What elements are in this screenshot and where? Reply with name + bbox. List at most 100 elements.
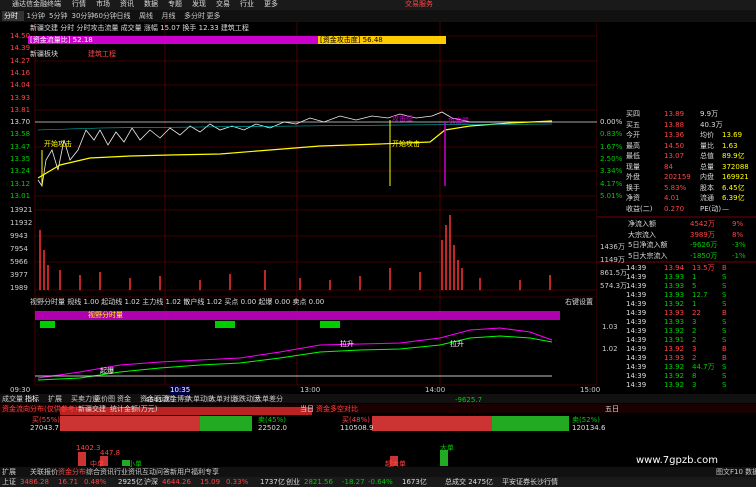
period-tab[interactable]: 1分钟 <box>26 12 45 20</box>
indicator-tab[interactable]: 扩展 <box>48 395 62 403</box>
info-tabs <box>0 467 756 477</box>
trade-button[interactable]: 交易服务 <box>405 0 433 8</box>
trade-field: 13.93 <box>664 291 685 299</box>
indicator-tab[interactable]: 指标 <box>25 395 39 403</box>
label: 当日 <box>300 405 314 413</box>
info-tab[interactable]: 资金分布 <box>58 468 86 476</box>
quote-field: 买五 <box>626 120 640 129</box>
pct-tick: 1.67% <box>600 142 623 151</box>
quote-field: 总量 <box>700 162 714 171</box>
label: 买(48%) <box>342 416 371 424</box>
menu-item[interactable]: 更多 <box>264 0 278 8</box>
period-tab[interactable]: 月线 <box>161 12 176 20</box>
flow-field: 4542万 <box>690 220 715 228</box>
price-tick: 14.27 <box>10 56 31 65</box>
info-tab[interactable]: 扩展 <box>2 468 16 476</box>
flow-field: 5日大宗流入 <box>628 251 668 260</box>
volume-tick: 1989 <box>10 284 28 292</box>
indicator-tab[interactable]: 资金驱动力 <box>140 395 175 403</box>
quote-field: PE(动) <box>700 204 722 213</box>
indicator-tab[interactable]: 资金 <box>117 395 131 403</box>
trade-field: 1 <box>692 300 697 308</box>
f10-button[interactable]: 图文F10 数据 <box>716 468 756 476</box>
indicator-tab[interactable]: 大单动向 <box>186 395 214 403</box>
info-tab[interactable]: 互动问答 <box>142 468 170 476</box>
retail-line <box>37 335 553 381</box>
menu-item[interactable]: 市场 <box>96 0 110 8</box>
price-tick: 14.04 <box>10 81 31 90</box>
quote-field: 169921 <box>722 173 749 181</box>
index-field: 2821.56 <box>304 478 333 486</box>
period-tab[interactable]: 周线 <box>139 12 153 20</box>
label: 新疆交建 <box>78 405 106 413</box>
price-tick: 13.58 <box>10 130 31 139</box>
indicator-tab[interactable]: 大单对比 <box>209 395 237 403</box>
menu-item[interactable]: 专题 <box>168 0 182 8</box>
price-line <box>37 111 552 188</box>
broker: 平安证券长沙行情 <box>502 478 558 486</box>
quote-field: 5.83% <box>664 183 687 192</box>
indicator-tab[interactable]: 涨跌动因 <box>232 395 260 403</box>
quote-field: 6.45亿 <box>722 183 745 192</box>
trade-field: 3 <box>692 318 697 326</box>
flow-field: 8% <box>732 230 744 239</box>
period-tab[interactable]: 分时 <box>4 12 18 20</box>
indicator-tab[interactable]: 买卖力道 <box>71 395 99 403</box>
index-field: 1737亿 <box>260 478 285 486</box>
trade-field: 14:39 <box>626 282 647 290</box>
indicator-tab[interactable]: 竞价图 <box>94 395 115 403</box>
info-tab[interactable]: 关联报价 <box>30 468 58 476</box>
label: 五日 <box>605 405 619 413</box>
info-tab[interactable]: 综合资讯 <box>86 468 114 476</box>
quote-field: 今开 <box>626 131 640 139</box>
trade-field: 13.92 <box>664 363 685 371</box>
trade-field: 14:39 <box>626 381 647 389</box>
time-tick: 15:00 <box>580 386 601 394</box>
indicator-tab[interactable]: 成交量 <box>2 395 23 403</box>
period-tab[interactable]: 30分钟 <box>71 12 95 20</box>
menu-item[interactable]: 行业 <box>240 0 254 8</box>
period-tab[interactable]: 5分钟 <box>49 12 68 20</box>
index-field: 0.33% <box>226 478 249 486</box>
sector-line <box>37 123 553 131</box>
sell-bar <box>492 416 569 431</box>
info-tab[interactable]: 新用户福利专享 <box>170 468 219 476</box>
settings-button[interactable]: 右键设置 <box>565 298 593 306</box>
period-tab[interactable]: 更多 <box>206 12 221 20</box>
quote-field: 372088 <box>722 162 749 171</box>
index-field: 2925亿 <box>118 478 143 486</box>
quote-field: 现量 <box>626 162 640 171</box>
menu-item[interactable]: 数据 <box>144 0 158 8</box>
label: 4541.7 <box>145 396 170 404</box>
pct-tick: 0.83% <box>600 130 623 139</box>
menu-item[interactable]: 交易 <box>216 0 230 8</box>
indicator-tab[interactable]: 资金博弈 <box>163 395 191 403</box>
bar <box>440 450 448 466</box>
sell-bar <box>200 416 252 431</box>
menu-item[interactable]: 资讯 <box>120 0 134 8</box>
period-tab[interactable]: 60分钟 <box>94 12 117 20</box>
info-tab[interactable]: 行业资讯 <box>114 468 142 476</box>
period-tab[interactable]: 多分时 <box>184 12 205 20</box>
period-tab[interactable]: 日线 <box>116 12 131 20</box>
trade-field: 13.94 <box>664 264 685 272</box>
trade-field: B <box>722 264 727 272</box>
quote-field: 13.89 <box>664 110 685 118</box>
trade-field: 14:39 <box>626 327 647 335</box>
flow-header <box>0 404 756 413</box>
indicator-tab[interactable]: 大单差分 <box>255 395 283 403</box>
label: 超大单 <box>385 460 406 468</box>
volume-tick: 3977 <box>10 271 28 279</box>
quote-field: 84 <box>664 162 673 171</box>
menu-item[interactable]: 发现 <box>192 0 206 8</box>
volume-tick: 861.5万 <box>600 269 628 277</box>
menu-item[interactable]: 行情 <box>72 0 86 8</box>
annotation: 攻击壁 <box>448 117 469 125</box>
attack-bar <box>318 36 446 44</box>
app-title: 通达信金融终端 <box>12 0 61 8</box>
watermark: www.7gpzb.com <box>636 455 718 466</box>
volume-tick: 7954 <box>10 245 28 253</box>
quote-field: 买四 <box>626 110 640 118</box>
trade-field: 3 <box>692 381 697 389</box>
index-field: 上证 <box>2 478 16 486</box>
